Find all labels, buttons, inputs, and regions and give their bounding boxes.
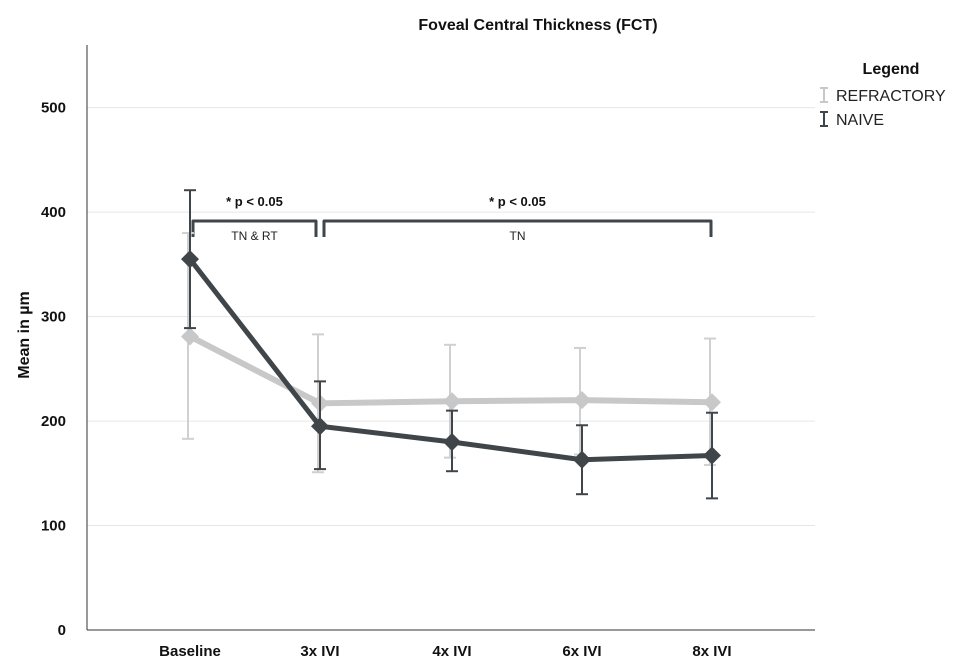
data-point-4 xyxy=(703,393,721,412)
axes xyxy=(86,45,815,631)
x-tick-3: 6x IVI xyxy=(562,643,601,660)
data-point-4 xyxy=(703,446,721,465)
significance-bracket-1: * p < 0.05 TN xyxy=(322,194,713,243)
series-refractory xyxy=(181,232,721,474)
x-tick-1: 3x IVI xyxy=(300,643,339,660)
data-point-3 xyxy=(573,450,591,469)
x-tick-labels: Baseline 3x IVI 4x IVI 6x IVI 8x IVI xyxy=(159,643,731,660)
legend-label: REFRACTORY xyxy=(836,88,946,105)
legend: Legend REFRACTORY NAIVE xyxy=(820,61,946,129)
y-tick-labels: 0 100 200 300 400 500 xyxy=(41,100,66,639)
p-value-label-0: * p < 0.05 xyxy=(226,194,283,209)
group-label-0: TN & RT xyxy=(231,229,278,243)
legend-item-naive: NAIVE xyxy=(820,111,884,129)
y-tick-0: 0 xyxy=(58,622,66,639)
significance-bracket-0: * p < 0.05 TN & RT xyxy=(191,194,318,243)
significance-annotations: * p < 0.05 TN & RT * p < 0.05 TN xyxy=(191,194,713,243)
gridlines xyxy=(87,107,815,527)
series-naive xyxy=(181,189,721,500)
data-point-2 xyxy=(443,432,461,451)
x-tick-4: 8x IVI xyxy=(692,643,731,660)
y-tick-500: 500 xyxy=(41,100,66,117)
legend-label: NAIVE xyxy=(836,112,884,129)
data-point-2 xyxy=(443,392,461,411)
bracket-line-0 xyxy=(191,219,318,237)
p-value-label-1: * p < 0.05 xyxy=(489,194,546,209)
y-tick-100: 100 xyxy=(41,518,66,535)
x-tick-0: Baseline xyxy=(159,643,221,660)
data-point-3 xyxy=(573,391,591,410)
x-tick-2: 4x IVI xyxy=(432,643,471,660)
y-tick-300: 300 xyxy=(41,309,66,326)
data-series xyxy=(181,189,721,500)
y-tick-400: 400 xyxy=(41,204,66,221)
y-tick-200: 200 xyxy=(41,413,66,430)
legend-item-refractory: REFRACTORY xyxy=(820,87,946,105)
y-axis-label: Mean in µm xyxy=(16,291,33,378)
legend-title: Legend xyxy=(863,61,920,78)
data-point-0 xyxy=(181,327,199,346)
data-point-0 xyxy=(181,250,199,269)
chart-title: Foveal Central Thickness (FCT) xyxy=(418,17,657,34)
data-point-1 xyxy=(311,417,329,436)
group-label-1: TN xyxy=(510,229,526,243)
bracket-line-1 xyxy=(322,219,713,237)
